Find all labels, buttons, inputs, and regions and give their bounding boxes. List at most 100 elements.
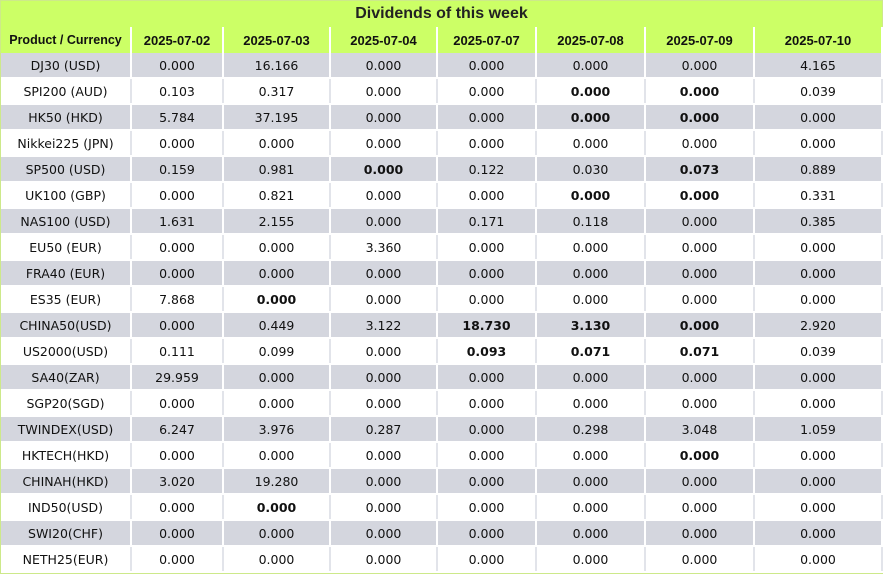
header-row: Product / Currency 2025-07-02 2025-07-03… <box>1 27 883 53</box>
dividend-cell: 0.000 <box>131 494 224 521</box>
product-cell: CHINAH(HKD) <box>1 468 132 495</box>
dividend-cell: 0.000 <box>131 442 224 469</box>
product-cell: EU50 (EUR) <box>1 234 132 261</box>
dividends-table: Product / Currency 2025-07-02 2025-07-03… <box>1 27 883 573</box>
dividend-cell: 0.099 <box>223 338 331 365</box>
dividend-cell: 0.000 <box>754 390 883 417</box>
table-row: NETH25(EUR) 0.000 0.000 0.000 0.000 0.000 0.00… <box>1 546 883 573</box>
dividend-cell: 29.959 <box>131 364 224 391</box>
dividend-cell: 0.073 <box>645 156 755 183</box>
table-row: TWINDEX(USD) 6.247 3.976 0.287 0.000 0.298 3.0… <box>1 416 883 443</box>
table-row: FRA40 (EUR) 0.000 0.000 0.000 0.000 0.000 0.00… <box>1 260 883 287</box>
table-row: IND50(USD) 0.000 0.000 0.000 0.000 0.000 0.000… <box>1 494 883 521</box>
table-row: SGP20(SGD) 0.000 0.000 0.000 0.000 0.000 0.000… <box>1 390 883 417</box>
dividend-cell: 0.000 <box>645 390 755 417</box>
dividend-cell: 0.000 <box>437 286 537 313</box>
dividend-cell: 0.449 <box>223 312 331 339</box>
dividend-cell: 18.730 <box>437 312 537 339</box>
dividend-cell: 0.000 <box>437 364 537 391</box>
dividend-cell: 0.000 <box>223 442 331 469</box>
dividend-cell: 3.976 <box>223 416 331 443</box>
dividend-cell: 0.000 <box>223 494 331 521</box>
table-row: NAS100 (USD) 1.631 2.155 0.000 0.171 0.118 0.0… <box>1 208 883 235</box>
dividend-cell: 0.000 <box>645 260 755 287</box>
dividend-cell: 0.039 <box>754 78 883 105</box>
column-header-date: 2025-07-10 <box>754 27 883 53</box>
dividend-cell: 1.631 <box>131 208 224 235</box>
dividend-cell: 0.000 <box>223 234 331 261</box>
dividend-cell: 0.000 <box>330 546 438 573</box>
column-header-date: 2025-07-02 <box>131 27 224 53</box>
dividend-cell: 0.000 <box>536 468 646 495</box>
product-cell: SP500 (USD) <box>1 156 132 183</box>
dividend-cell: 0.000 <box>536 260 646 287</box>
dividend-cell: 0.000 <box>437 390 537 417</box>
dividend-cell: 0.000 <box>645 494 755 521</box>
dividend-cell: 0.000 <box>131 260 224 287</box>
table-row: SWI20(CHF) 0.000 0.000 0.000 0.000 0.000 0.000… <box>1 520 883 547</box>
column-header-product: Product / Currency <box>1 27 132 53</box>
dividend-cell: 0.000 <box>437 468 537 495</box>
dividend-cell: 1.059 <box>754 416 883 443</box>
dividend-cell: 2.155 <box>223 208 331 235</box>
dividend-cell: 0.000 <box>330 78 438 105</box>
dividend-cell: 0.000 <box>437 260 537 287</box>
dividend-cell: 0.000 <box>330 260 438 287</box>
dividend-cell: 0.000 <box>754 364 883 391</box>
dividend-cell: 0.000 <box>645 546 755 573</box>
dividend-cell: 0.000 <box>645 234 755 261</box>
dividend-cell: 0.000 <box>330 156 438 183</box>
dividend-cell: 0.171 <box>437 208 537 235</box>
dividend-cell: 0.000 <box>754 286 883 313</box>
dividend-cell: 3.360 <box>330 234 438 261</box>
dividend-cell: 3.130 <box>536 312 646 339</box>
dividend-cell: 0.000 <box>536 234 646 261</box>
dividend-cell: 0.000 <box>536 78 646 105</box>
dividend-cell: 0.000 <box>536 130 646 157</box>
dividend-cell: 0.385 <box>754 208 883 235</box>
product-cell: SGP20(SGD) <box>1 390 132 417</box>
dividend-cell: 0.000 <box>330 53 438 79</box>
dividend-cell: 0.000 <box>131 520 224 547</box>
dividend-cell: 0.093 <box>437 338 537 365</box>
product-cell: SWI20(CHF) <box>1 520 132 547</box>
dividend-cell: 2.920 <box>754 312 883 339</box>
dividend-cell: 0.000 <box>645 104 755 131</box>
dividend-cell: 37.195 <box>223 104 331 131</box>
dividend-cell: 0.071 <box>536 338 646 365</box>
dividend-cell: 0.000 <box>754 494 883 521</box>
table-row: US2000(USD) 0.111 0.099 0.000 0.093 0.071 0.07… <box>1 338 883 365</box>
product-cell: HK50 (HKD) <box>1 104 132 131</box>
product-cell: NAS100 (USD) <box>1 208 132 235</box>
dividend-cell: 0.000 <box>645 520 755 547</box>
table-row: Nikkei225 (JPN) 0.000 0.000 0.000 0.000 0.000… <box>1 130 883 157</box>
dividend-cell: 0.000 <box>536 442 646 469</box>
product-cell: NETH25(EUR) <box>1 546 132 573</box>
dividend-cell: 0.000 <box>131 182 224 209</box>
dividend-cell: 0.000 <box>437 494 537 521</box>
dividend-cell: 0.000 <box>330 104 438 131</box>
dividend-cell: 0.000 <box>536 104 646 131</box>
dividend-cell: 0.000 <box>754 520 883 547</box>
product-cell: TWINDEX(USD) <box>1 416 132 443</box>
dividend-cell: 0.000 <box>330 364 438 391</box>
dividend-cell: 0.000 <box>754 104 883 131</box>
dividend-cell: 0.000 <box>645 442 755 469</box>
table-row: SPI200 (AUD) 0.103 0.317 0.000 0.000 0.000 0.0… <box>1 78 883 105</box>
dividend-cell: 0.039 <box>754 338 883 365</box>
dividend-cell: 0.000 <box>536 494 646 521</box>
product-cell: IND50(USD) <box>1 494 132 521</box>
dividend-cell: 3.020 <box>131 468 224 495</box>
column-header-date: 2025-07-08 <box>536 27 646 53</box>
product-cell: CHINA50(USD) <box>1 312 132 339</box>
dividend-cell: 0.000 <box>330 286 438 313</box>
table-row: SP500 (USD) 0.159 0.981 0.000 0.122 0.030 0.07… <box>1 156 883 183</box>
dividend-cell: 0.821 <box>223 182 331 209</box>
product-cell: SPI200 (AUD) <box>1 78 132 105</box>
dividend-cell: 0.000 <box>536 53 646 79</box>
table-row: UK100 (GBP) 0.000 0.821 0.000 0.000 0.000 0.00… <box>1 182 883 209</box>
dividend-cell: 0.000 <box>330 520 438 547</box>
dividend-cell: 0.000 <box>131 390 224 417</box>
dividend-cell: 0.000 <box>330 208 438 235</box>
